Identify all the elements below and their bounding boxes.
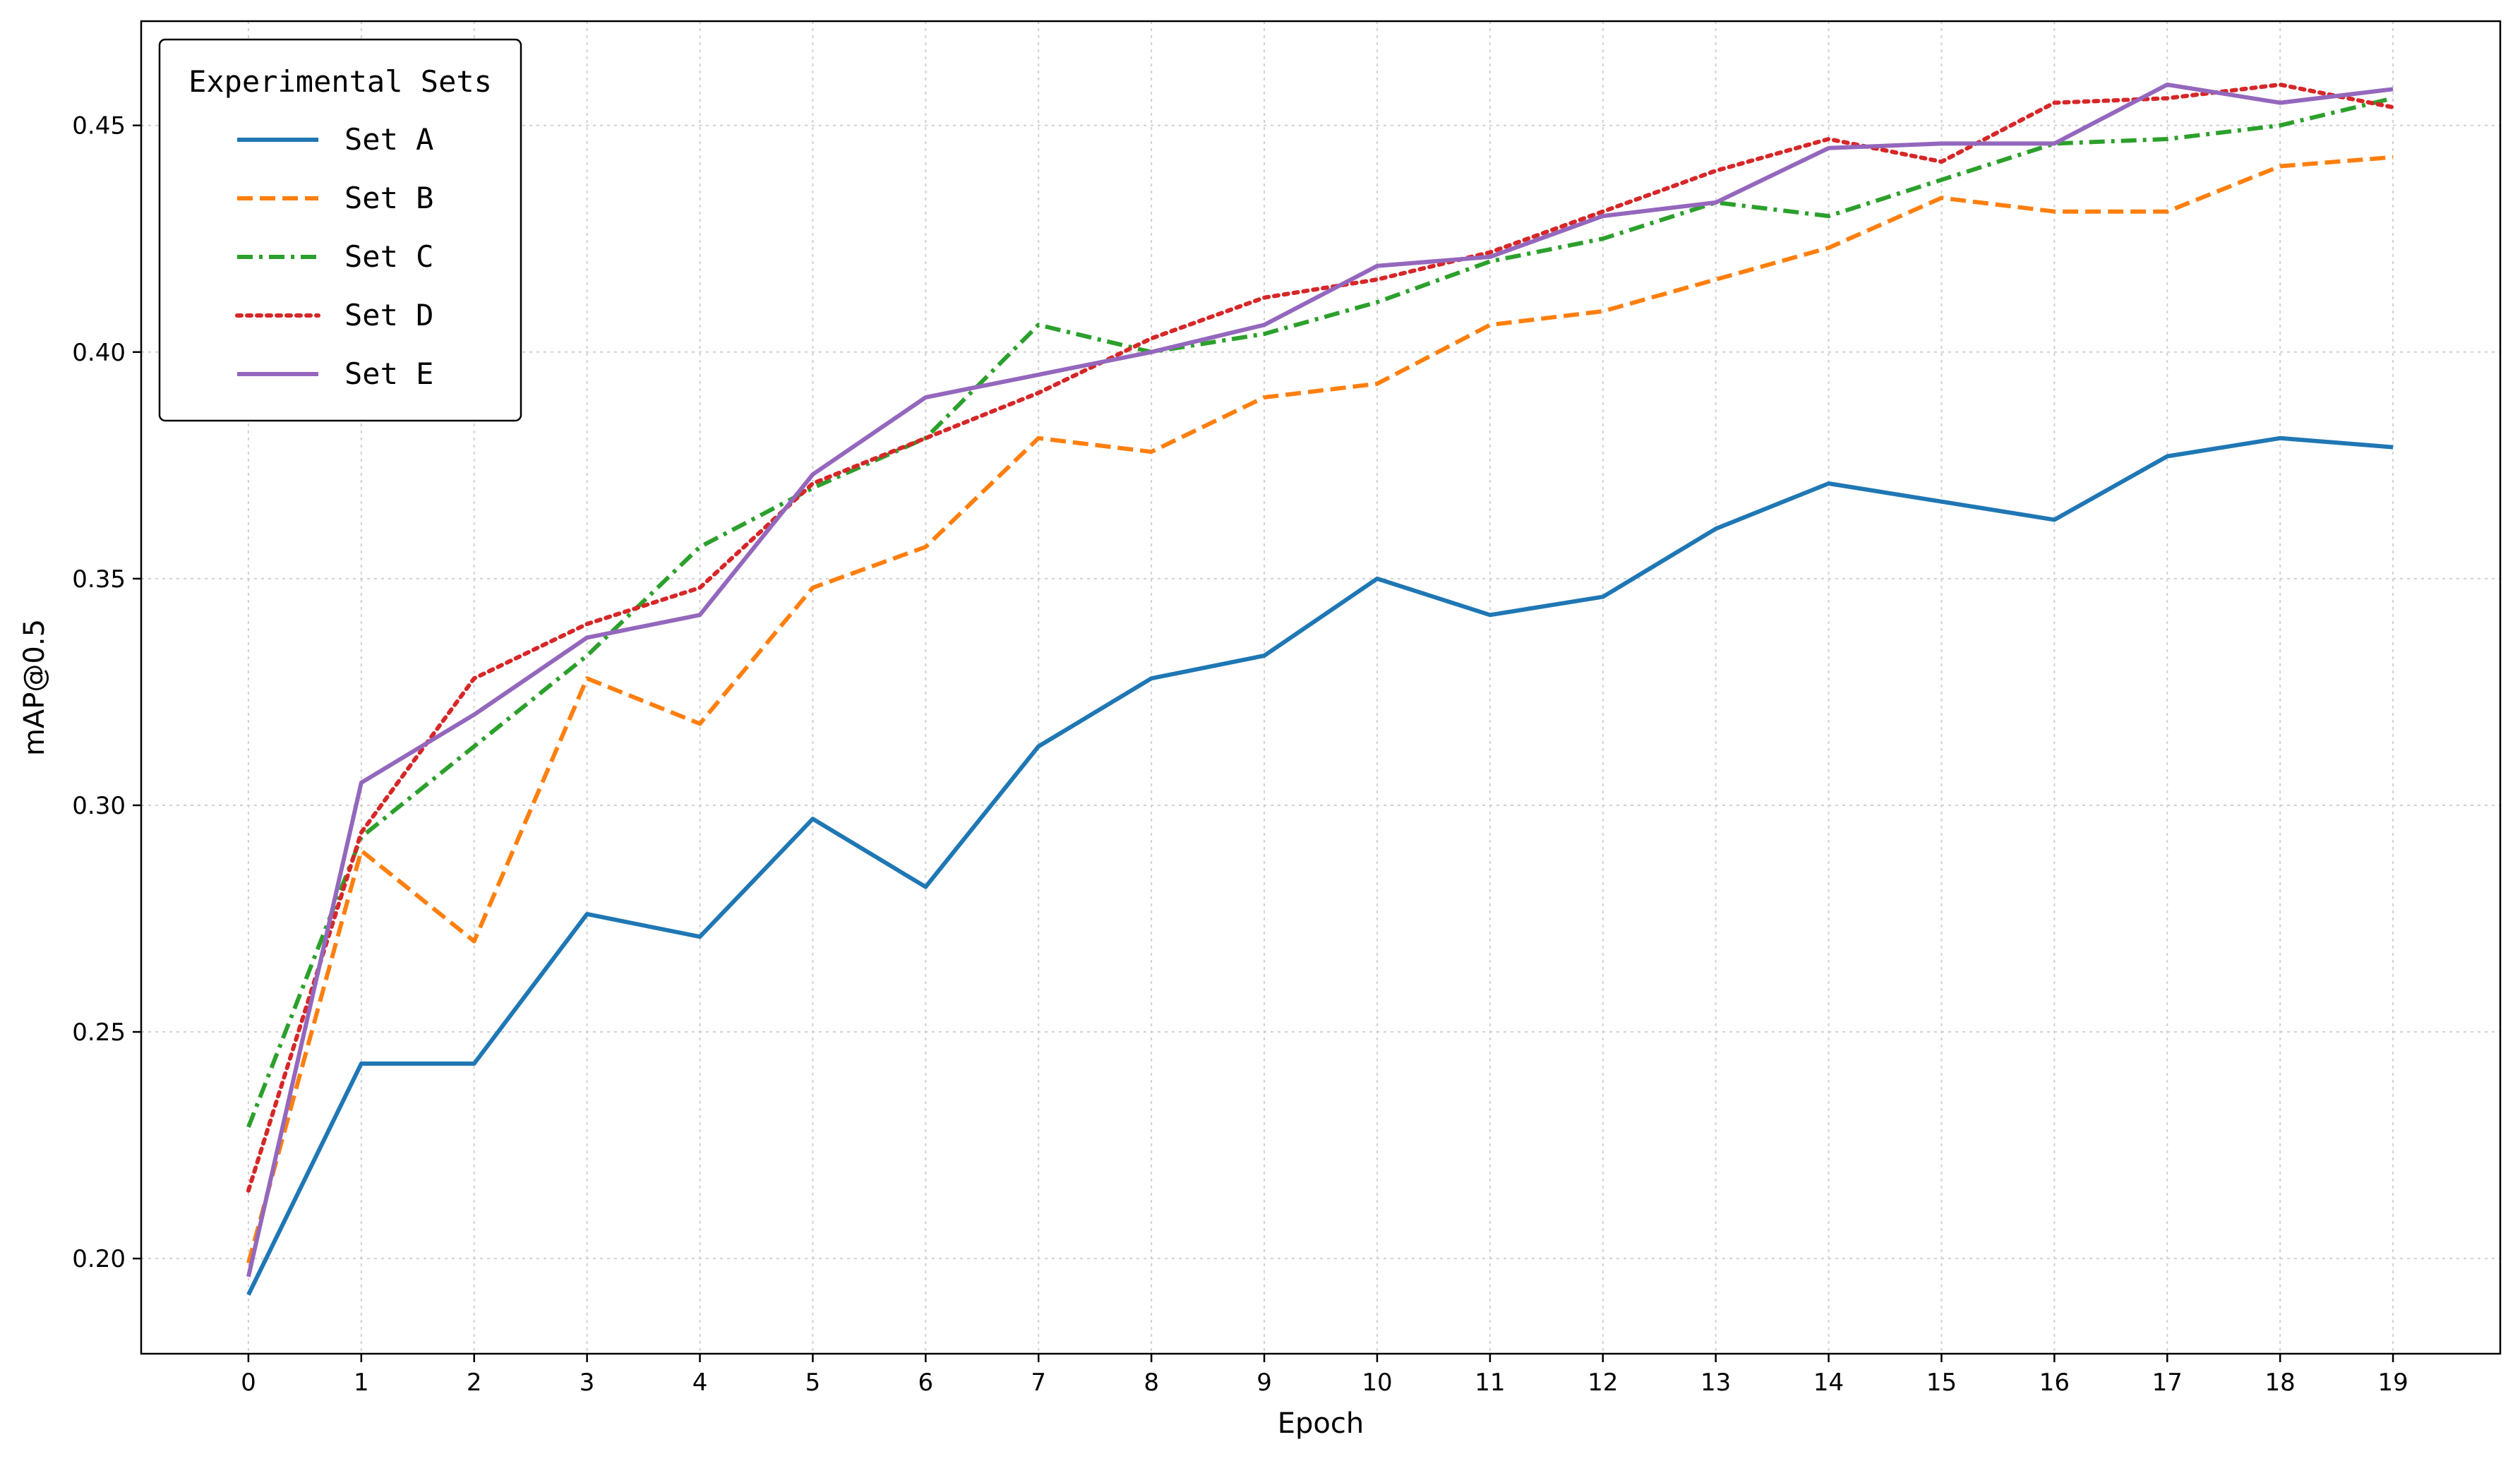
x-tick-label: 16: [2039, 1369, 2070, 1397]
x-tick-label: 14: [1813, 1369, 1844, 1397]
legend-item[interactable]: Set B: [237, 181, 433, 215]
legend-items: Set A Set B Set C Set D Set E: [235, 122, 433, 391]
x-tick-label: 0: [241, 1369, 256, 1397]
y-tick-label: 0.25: [72, 1018, 126, 1047]
x-tick-label: 7: [1031, 1369, 1046, 1397]
x-tick-label: 18: [2265, 1369, 2296, 1397]
x-tick-label: 4: [692, 1369, 708, 1397]
legend-label: Set C: [344, 239, 433, 274]
legend-label: Set A: [344, 122, 433, 157]
x-tick-label: 17: [2152, 1369, 2183, 1397]
x-tick-label: 6: [918, 1369, 934, 1397]
x-tick-label: 5: [805, 1369, 821, 1397]
plot-frame: [140, 20, 2502, 1355]
legend-title: Experimental Sets: [188, 64, 492, 99]
y-tick-label: 0.45: [72, 112, 126, 140]
y-tick-label: 0.30: [72, 792, 126, 820]
legend-item[interactable]: Set C: [237, 239, 433, 274]
y-tick-label: 0.20: [72, 1245, 126, 1273]
x-tick-label: 15: [1926, 1369, 1957, 1397]
legend-item[interactable]: Set D: [235, 298, 433, 332]
x-tick-label: 11: [1475, 1369, 1505, 1397]
x-tick-label: 2: [467, 1369, 482, 1397]
series-line-set-b: [246, 155, 2394, 1264]
series-line-set-e: [246, 82, 2394, 1277]
x-tick-label: 9: [1256, 1369, 1272, 1397]
x-tick-label: 13: [1700, 1369, 1731, 1397]
x-axis-ticks: 0 1 2 3 4 5 6 7 8 9 10 11 12 13 14 15 16 17 18 19: [241, 1354, 2408, 1397]
x-tick-label: 19: [2377, 1369, 2408, 1397]
legend-item[interactable]: Set A: [237, 122, 433, 157]
x-tick-label: 12: [1588, 1369, 1618, 1397]
y-axis-ticks: 0.20 0.25 0.30 0.35 0.40 0.45: [72, 112, 141, 1273]
series-lines: [246, 82, 2396, 1296]
y-tick-label: 0.40: [72, 339, 126, 367]
series-line-set-c: [246, 96, 2394, 1128]
series-line-set-a: [246, 435, 2394, 1296]
legend-box: [158, 38, 522, 422]
series-line-set-d: [246, 82, 2396, 1193]
legend-item[interactable]: Set E: [237, 356, 433, 391]
x-tick-label: 8: [1144, 1369, 1159, 1397]
y-axis-label: mAP@0.5: [18, 619, 51, 756]
x-axis-label: Epoch: [1278, 1407, 1364, 1440]
legend-label: Set E: [344, 356, 433, 391]
x-tick-label: 10: [1362, 1369, 1392, 1397]
grid: [141, 21, 2500, 1354]
x-tick-label: 3: [580, 1369, 595, 1397]
legend-label: Set B: [344, 181, 433, 215]
legend-label: Set D: [344, 298, 433, 332]
x-tick-label: 1: [354, 1369, 369, 1397]
y-tick-label: 0.35: [72, 565, 126, 594]
